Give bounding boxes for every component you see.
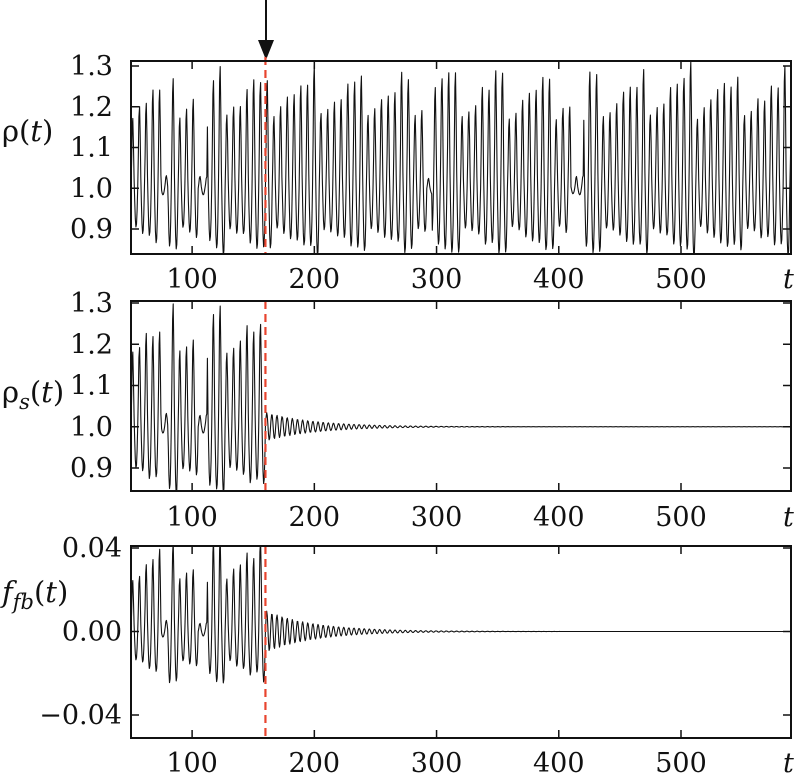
x-tick-label: 300: [411, 264, 463, 295]
x-tick-label: 200: [289, 748, 341, 779]
x-axis-label: t: [783, 748, 794, 779]
y-tick-label: 1.3: [70, 51, 113, 82]
x-tick-label: 400: [533, 502, 585, 533]
y-tick-label: 1.2: [70, 329, 113, 360]
y-tick-label: 1.1: [70, 371, 113, 402]
y-axis-label: ffb(t): [0, 575, 68, 614]
y-tick-label: 1.1: [70, 133, 113, 164]
y-tick-label: 0.9: [70, 214, 113, 245]
x-axis-label: t: [783, 264, 794, 295]
y-tick-label: 1.3: [70, 288, 113, 319]
control-onset-arrow: [258, 0, 274, 60]
x-tick-label: 100: [166, 502, 218, 533]
y-axis-label: ρs(t): [2, 375, 64, 414]
series-trace-1: [131, 61, 791, 254]
series-trace-3: [131, 546, 791, 684]
x-tick-label: 500: [655, 264, 707, 295]
x-tick-label: 500: [655, 502, 707, 533]
x-tick-label: 400: [533, 264, 585, 295]
x-tick-label: 300: [411, 502, 463, 533]
series-trace-2: [131, 303, 791, 491]
x-tick-label: 200: [289, 264, 341, 295]
x-tick-label: 500: [655, 748, 707, 779]
x-axis-label: t: [783, 502, 794, 533]
y-tick-label: −0.04: [39, 700, 122, 731]
x-tick-label: 100: [166, 748, 218, 779]
x-tick-label: 300: [411, 748, 463, 779]
y-tick-label: 0.9: [70, 453, 113, 484]
y-tick-label: 1.0: [70, 173, 113, 204]
y-tick-label: 0.00: [62, 617, 122, 648]
panels: 100 200 300 400 500 0.9 1.0 1.1 1.2 1.3 t ρ(t) 100 20…: [0, 51, 794, 779]
x-tick-label: 100: [166, 264, 218, 295]
y-axis-label: ρ(t): [2, 114, 53, 148]
x-tick-label: 400: [533, 748, 585, 779]
plot-frame-3: [130, 545, 792, 739]
y-tick-label: 1.0: [70, 412, 113, 443]
panel-2: 100 200 300 400 500 0.9 1.0 1.1 1.2 1.3 t ρs(t): [2, 288, 794, 533]
plot-frame-1: [130, 60, 792, 255]
panel-3: 100 200 300 400 500 −0.04 0.00 0.04 t ffb(t): [0, 533, 794, 779]
plot-frame-2: [130, 300, 792, 492]
y-tick-label: 0.04: [62, 533, 122, 564]
x-tick-label: 200: [289, 502, 341, 533]
panel-1: 100 200 300 400 500 0.9 1.0 1.1 1.2 1.3 t ρ(t): [2, 51, 794, 295]
y-tick-label: 1.2: [70, 92, 113, 123]
